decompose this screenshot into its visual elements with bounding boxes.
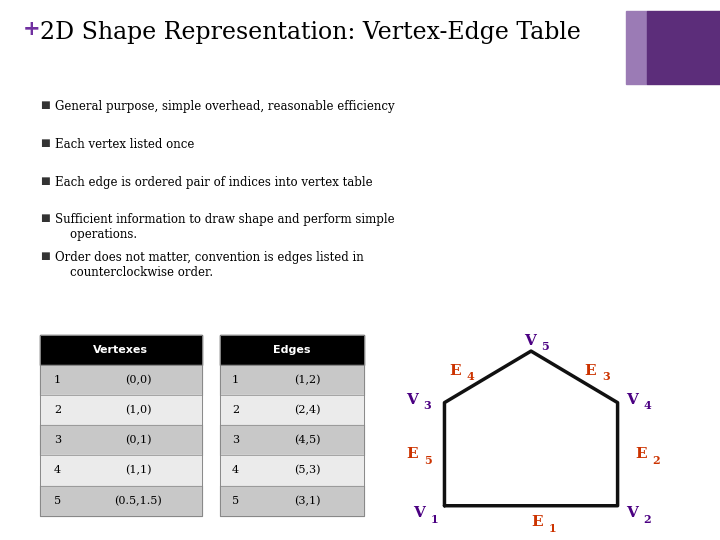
Text: ■: ■ [40,138,50,148]
Text: E: E [585,363,596,377]
Text: Edges: Edges [273,345,310,355]
Text: (1,0): (1,0) [125,405,152,415]
Text: V: V [406,393,418,407]
Text: (3,1): (3,1) [294,496,320,506]
Text: ■: ■ [40,100,50,110]
Text: ■: ■ [40,176,50,186]
Text: +: + [23,19,40,39]
Text: E: E [635,447,647,461]
Text: 1: 1 [549,523,556,534]
Text: V: V [524,334,536,348]
Text: (1,1): (1,1) [125,465,152,476]
Text: 3: 3 [423,400,431,411]
Text: 2: 2 [644,514,651,525]
Text: 3: 3 [232,435,239,445]
Text: (4,5): (4,5) [294,435,320,445]
Text: ■: ■ [40,251,50,261]
Text: V: V [626,393,638,407]
Text: 1: 1 [54,375,61,385]
Text: E: E [531,515,543,529]
Text: (2,4): (2,4) [294,405,320,415]
Text: (0,0): (0,0) [125,375,152,385]
Text: V: V [626,506,638,520]
Text: 1: 1 [232,375,239,385]
Text: Each vertex listed once: Each vertex listed once [55,138,195,151]
Text: General purpose, simple overhead, reasonable efficiency: General purpose, simple overhead, reason… [55,100,395,113]
Text: 4: 4 [232,465,239,476]
Text: 2: 2 [652,455,660,466]
Text: ■: ■ [40,213,50,224]
Text: (5,3): (5,3) [294,465,320,476]
Text: 2D Shape Representation: Vertex-Edge Table: 2D Shape Representation: Vertex-Edge Tab… [40,21,580,44]
Text: Sufficient information to draw shape and perform simple
    operations.: Sufficient information to draw shape and… [55,213,395,241]
Text: V: V [413,506,426,520]
Text: 4: 4 [467,372,474,382]
Text: 3: 3 [602,372,610,382]
Text: 5: 5 [54,496,61,505]
Text: 2: 2 [232,405,239,415]
Text: Each edge is ordered pair of indices into vertex table: Each edge is ordered pair of indices int… [55,176,373,188]
Text: 4: 4 [644,400,652,411]
Text: 3: 3 [54,435,61,445]
Text: 5: 5 [423,455,431,466]
Text: (1,2): (1,2) [294,375,320,385]
Text: 5: 5 [541,341,549,353]
Text: 4: 4 [54,465,61,476]
Text: 2: 2 [54,405,61,415]
Text: Vertexes: Vertexes [93,345,148,355]
Text: (0,1): (0,1) [125,435,152,445]
Text: Order does not matter, convention is edges listed in
    counterclockwise order.: Order does not matter, convention is edg… [55,251,364,279]
Text: 5: 5 [232,496,239,505]
Text: 1: 1 [431,514,438,525]
Text: E: E [450,363,462,377]
Text: (0.5,1.5): (0.5,1.5) [114,496,162,506]
Text: E: E [406,447,418,461]
